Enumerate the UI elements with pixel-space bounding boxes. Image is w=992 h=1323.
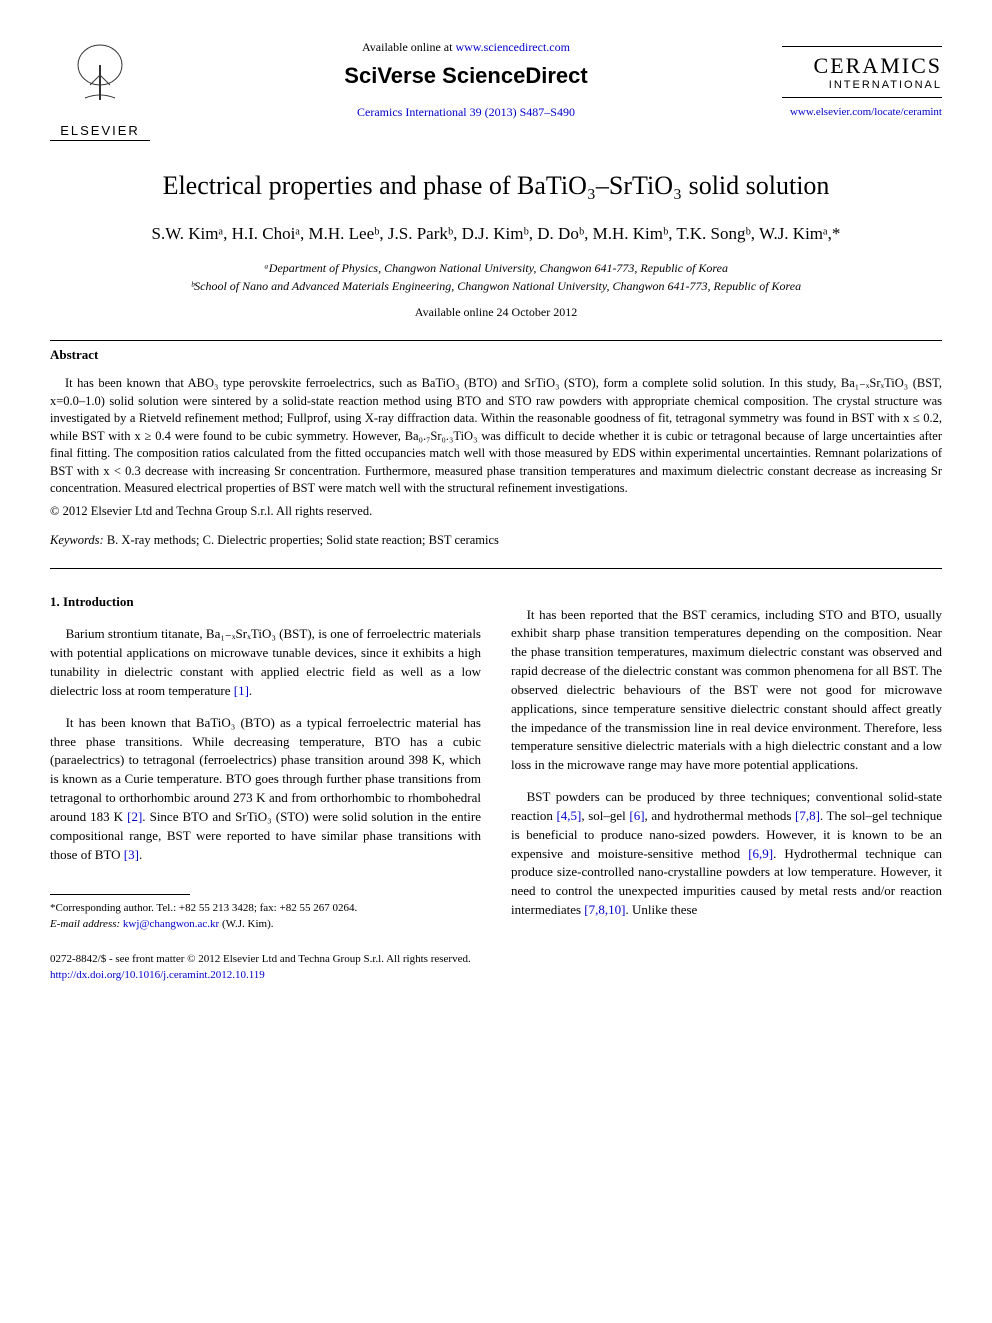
publication-date: Available online 24 October 2012 bbox=[50, 305, 942, 320]
author-email-link[interactable]: kwj@changwon.ac.kr bbox=[123, 918, 219, 930]
doi-url[interactable]: http://dx.doi.org/10.1016/j.ceramint.201… bbox=[50, 969, 265, 981]
authors-list: S.W. Kimᵃ, H.I. Choiᵃ, M.H. Leeᵇ, J.S. P… bbox=[50, 221, 942, 247]
left-column: 1. Introduction Barium strontium titanat… bbox=[50, 593, 481, 933]
ref-6[interactable]: [6] bbox=[629, 808, 644, 823]
abstract-text: It has been known that ABO₃ type perovsk… bbox=[50, 375, 942, 498]
ref-7-8[interactable]: [7,8] bbox=[795, 808, 820, 823]
ref-1[interactable]: [1] bbox=[234, 683, 249, 698]
journal-url-link[interactable]: www.elsevier.com/locate/ceramint bbox=[790, 106, 942, 118]
intro-para-4: BST powders can be produced by three tec… bbox=[511, 788, 942, 920]
keywords-label: Keywords: bbox=[50, 533, 104, 547]
intro-para-2: It has been known that BaTiO₃ (BTO) as a… bbox=[50, 714, 481, 865]
intro-para-1: Barium strontium titanate, Ba₁₋ₓSrₓTiO₃ … bbox=[50, 625, 481, 700]
available-online: Available online at www.sciencedirect.co… bbox=[170, 40, 762, 55]
journal-logo: CERAMICS INTERNATIONAL www.elsevier.com/… bbox=[782, 40, 942, 118]
affiliations: ᵃDepartment of Physics, Changwon Nationa… bbox=[50, 259, 942, 295]
intro-para-3: It has been reported that the BST cerami… bbox=[511, 606, 942, 776]
corresponding-author-note: *Corresponding author. Tel.: +82 55 213 … bbox=[50, 901, 481, 916]
keywords: Keywords: B. X-ray methods; C. Dielectri… bbox=[50, 533, 942, 548]
ref-7-8-10[interactable]: [7,8,10] bbox=[584, 902, 625, 917]
footnote-separator bbox=[50, 894, 190, 895]
elsevier-tree-icon bbox=[50, 40, 150, 119]
sciencedirect-url[interactable]: www.sciencedirect.com bbox=[455, 40, 570, 54]
sciverse-logo: SciVerse ScienceDirect bbox=[170, 63, 762, 89]
center-header: Available online at www.sciencedirect.co… bbox=[150, 40, 782, 120]
journal-url: www.elsevier.com/locate/ceramint bbox=[782, 106, 942, 118]
page-header: ELSEVIER Available online at www.science… bbox=[50, 40, 942, 141]
article-title: Electrical properties and phase of BaTiO… bbox=[50, 171, 942, 201]
front-matter-line: 0272-8842/$ - see front matter © 2012 El… bbox=[50, 952, 942, 967]
elsevier-name: ELSEVIER bbox=[50, 123, 150, 141]
elsevier-logo: ELSEVIER bbox=[50, 40, 150, 141]
keywords-text: B. X-ray methods; C. Dielectric properti… bbox=[104, 533, 499, 547]
ceramics-subtitle: INTERNATIONAL bbox=[782, 79, 942, 91]
ref-6-9[interactable]: [6,9] bbox=[748, 846, 773, 861]
ref-3[interactable]: [3] bbox=[124, 847, 139, 862]
abstract-copyright: © 2012 Elsevier Ltd and Techna Group S.r… bbox=[50, 504, 942, 519]
affiliation-a: ᵃDepartment of Physics, Changwon Nationa… bbox=[50, 259, 942, 277]
doi-link: http://dx.doi.org/10.1016/j.ceramint.201… bbox=[50, 968, 942, 983]
section-1-heading: 1. Introduction bbox=[50, 593, 481, 612]
body-columns: 1. Introduction Barium strontium titanat… bbox=[50, 593, 942, 933]
ceramics-title: CERAMICS bbox=[782, 53, 942, 79]
ref-2[interactable]: [2] bbox=[127, 809, 142, 824]
ref-4-5[interactable]: [4,5] bbox=[556, 808, 581, 823]
affiliation-b: ᵇSchool of Nano and Advanced Materials E… bbox=[50, 277, 942, 295]
email-note: E-mail address: kwj@changwon.ac.kr (W.J.… bbox=[50, 917, 481, 932]
journal-citation-link[interactable]: Ceramics International 39 (2013) S487–S4… bbox=[357, 105, 575, 119]
abstract-heading: Abstract bbox=[50, 347, 942, 363]
right-column: It has been reported that the BST cerami… bbox=[511, 593, 942, 933]
footer-info: 0272-8842/$ - see front matter © 2012 El… bbox=[50, 952, 942, 983]
journal-citation: Ceramics International 39 (2013) S487–S4… bbox=[170, 105, 762, 120]
